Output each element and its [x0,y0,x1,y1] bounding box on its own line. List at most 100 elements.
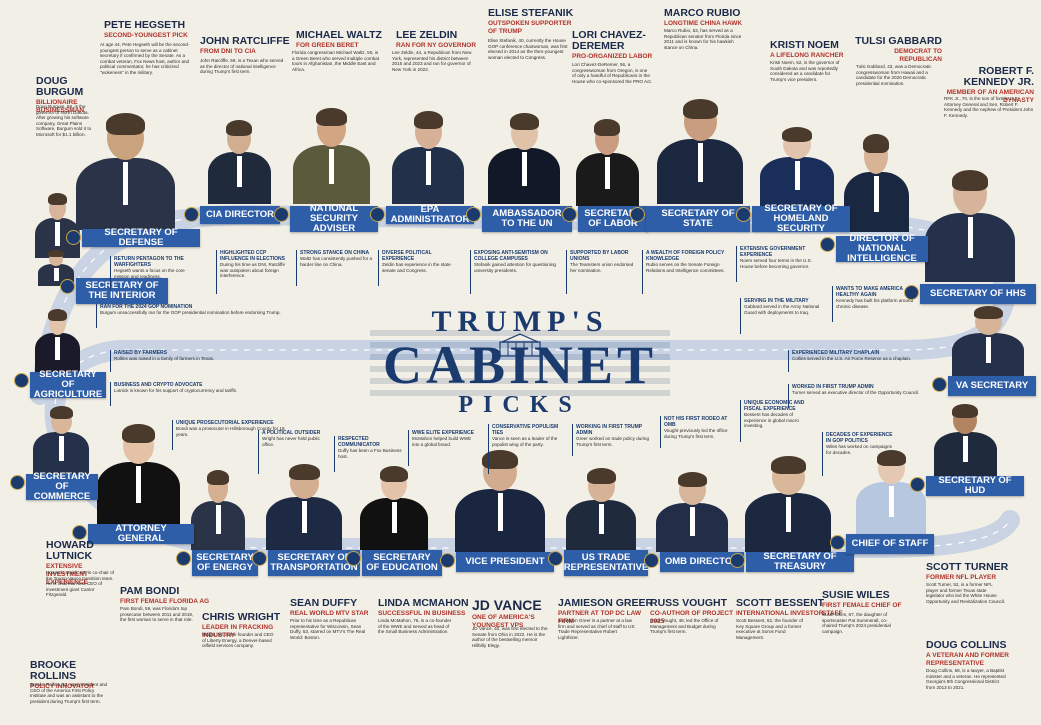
flag-watermark [370,330,670,396]
name-collins: DOUG COLLINS A VETERAN AND FORMER REPRESE… [926,639,1009,668]
portrait-collins [948,300,1028,376]
pill-state: SECRETARY OF STATE [646,206,750,232]
portrait-waltz [288,98,374,204]
callout-china: STRONG STANCE ON CHINA Waltz has consiste… [296,250,374,286]
portrait-duffy [262,456,346,550]
name-zeldin: LEE ZELDIN RAN FOR NY GOVERNOR [396,29,477,50]
bio-ratcliffe: John Ratcliffe, 59, is a Texan who serve… [200,58,284,75]
callout-ran-2024: RAN FOR THE 2024 GOP NOMINATION Burgum un… [96,304,330,328]
portrait-hegseth [70,100,180,230]
bio-greer: Jamieson Greer is a partner at a law fir… [558,618,635,640]
callout-healthy: WANTS TO MAKE AMERICA HEALTHY AGAIN Kenne… [832,286,918,322]
white-house-icon [499,333,541,357]
callout-gov-experience: EXTENSIVE GOVERNMENT EXPERIENCE Noem serv… [736,246,824,282]
department-seal-icon [252,551,267,566]
department-seal-icon [730,553,745,568]
callout-gop-politics: DECADES OF EXPERIENCE IN GOP POLITICS Wil… [822,432,896,476]
callout-diverse-political: DIVERSE POLITICAL EXPERIENCE Zeldin has e… [378,250,464,286]
department-seal-icon [736,207,751,222]
pill-interior: SECRETARY OF THE INTERIOR [76,278,168,304]
department-seal-icon [440,553,455,568]
bio-kennedy: RFK Jr., 70, is the son of former U.S. A… [944,96,1034,118]
name-wright: CHRIS WRIGHT LEADER IN FRACKING INDUSTRY [202,611,281,640]
pill-commerce: SECRETARY OF COMMERCE [26,472,98,502]
bio-duffy: Prior to his time as a Republican repres… [290,618,366,640]
bio-bondi: Pam Bondi, 59, was Florida's top prosecu… [120,606,194,623]
department-seal-icon [72,525,87,540]
name-bessent: SCOTT BESSENT INTERNATIONAL INVESTOR [736,597,825,618]
department-seal-icon [274,207,289,222]
bio-gabbard: Tulsi Gabbard, 43, was a Democratic cong… [856,64,932,86]
pill-defense: SECRETARY OF DEFENSE [82,228,200,248]
callout-communicator: RESPECTED COMMUNICATOR Duffy has been a F… [334,436,402,472]
bio-mcmahon: Linda McMahon, 76, is a co-founder of th… [378,618,452,635]
name-chavez-deremer: LORI CHAVEZ-DEREMER PRO-ORGANIZED LABOR [572,29,653,61]
bio-noem: Kristi Noem, 52, is the governor of Sout… [770,60,840,82]
department-seal-icon [644,553,659,568]
bio-lutnick: Howard Lutnick, 63, is co-chair of the T… [46,570,114,598]
callout-populism: CONSERVATIVE POPULISM TIES Vance is seen … [488,424,564,474]
bio-vought: Russ Vought, 48, led the Office of Manag… [650,618,719,635]
callout-antisemitism: EXPOSING ANTI-SEMITISM ON COLLEGE CAMPUS… [470,250,562,294]
department-seal-icon [10,475,25,490]
department-seal-icon [904,285,919,300]
pill-hud: SECRETARY OF HUD [926,476,1024,496]
portrait-noem [756,120,838,206]
bio-zeldin: Lee Zeldin, 44, a Republican from New Yo… [392,50,472,72]
name-wiles: SUSIE WILES FIRST FEMALE CHIEF OF STAFF [822,589,902,618]
name-vance: JD VANCE ONE OF AMERICA'S YOUNGEST VPS [472,597,542,630]
bio-hegseth: At age 44, Pete Hegseth will be the seco… [100,42,190,75]
callout-greer-admin: WORKING IN FIRST TRUMP ADMIN Greer worked… [572,424,654,456]
portrait-chavez [572,110,642,206]
bio-bessent: Scott Bessent, 62, the founder of Key Sq… [736,618,803,640]
bio-wiles: Susie Wiles, 67, the daughter of sportsc… [822,612,891,634]
pill-omb: OMB DIRECTOR [660,552,744,572]
name-ratcliffe: JOHN RATCLIFFE FROM DNI TO CIA [200,35,290,56]
portrait-stefanik [484,104,564,204]
portrait-ratcliffe [204,112,274,204]
department-seal-icon [346,551,361,566]
pill-dhs: SECRETARY OF HOMELAND SECURITY [752,204,850,234]
callout-outsider: A POLITICAL OUTSIDER Wright has never hel… [258,430,324,474]
name-stefanik: ELISE STEFANIK OUTSPOKEN SUPPORTER OF TRU… [488,7,574,36]
bio-wright: Wright, 59, is the founder and CEO of Li… [202,632,274,649]
title-line-1: TRUMP'S [431,305,609,338]
bio-rubio: Marco Rubio, 53, has served as a Republi… [664,28,742,50]
portrait-gabbard [840,124,912,232]
callout-wwe: WWE ELITE EXPERIENCE McMahon helped build… [408,430,478,466]
portrait-greer [562,460,640,550]
name-gabbard: TULSI GABBARD DEMOCRAT TO REPUBLICAN [855,35,942,64]
department-seal-icon [60,279,75,294]
pill-attorney-general: ATTORNEY GENERAL [88,524,194,544]
department-seal-icon [466,207,481,222]
pill-cia: CIA DIRECTOR [200,206,280,224]
name-turner: SCOTT TURNER FORMER NFL PLAYER [926,561,1009,582]
department-seal-icon [630,207,645,222]
pill-education: SECRETARY OF EDUCATION [362,550,442,576]
callout-ccp: HIGHLIGHTED CCP INFLUENCE IN ELECTIONS Du… [216,250,290,294]
pill-va: VA SECRETARY [948,376,1036,396]
department-seal-icon [184,207,199,222]
bio-turner: Scott Turner, 52, is a former NFL player… [926,582,1006,604]
pill-chief-of-staff: CHIEF OF STAFF [846,534,934,554]
portrait-lutnick [30,400,92,474]
name-rubio: MARCO RUBIO LONGTIME CHINA HAWK [664,7,743,28]
pill-epa: EPA ADMINISTRATOR [386,205,474,225]
portrait-bondi [92,414,184,524]
pill-us-trade-rep: US TRADE REPRESENTATIVE [564,550,648,576]
name-rollins: BROOKE ROLLINS POLICY INNOVATOR [30,659,94,691]
pill-un: AMBASSADOR TO THE UN [482,206,572,232]
name-burgum: DOUG BURGUM BILLIONAIRE BUSINESSMAN [36,75,85,115]
bio-collins: Doug Collins, 58, is a lawyer, a Baptist… [926,668,1006,690]
pill-hhs: SECRETARY OF HHS [920,284,1036,304]
department-seal-icon [176,551,191,566]
callout-chaplain: EXPERIENCED MILITARY CHAPLAIN Collins ser… [788,350,932,372]
department-seal-icon [830,535,845,550]
callout-prosecutorial: UNIQUE PROSECUTORIAL EXPERIENCE Bondi was… [172,420,286,450]
department-seal-icon [820,237,835,252]
name-duffy: SEAN DUFFY REAL WORLD MTV STAR [290,597,369,618]
bio-rollins: Brooke Rollins, 52, was president and CE… [30,682,108,704]
callout-raised-farmers: RAISED BY FARMERS Rollins was raised in a… [110,350,304,372]
pill-energy: SECRETARY OF ENERGY [192,550,258,576]
